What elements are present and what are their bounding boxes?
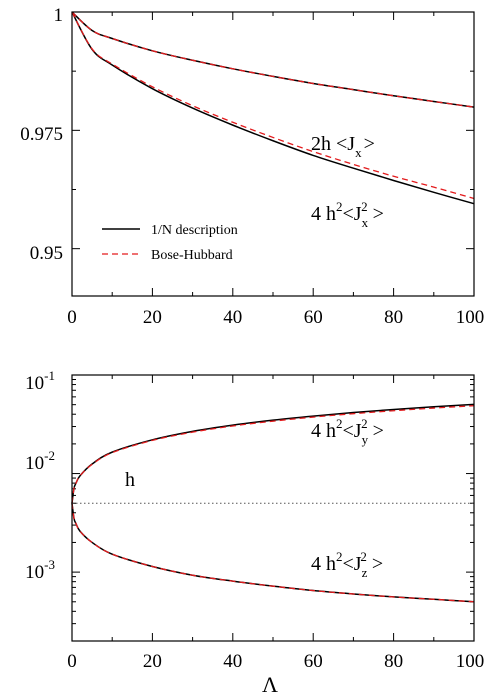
annotation-2h-jx: 2h <Jx > [311, 133, 375, 160]
bottom-axes-ticks [71, 374, 475, 642]
series-line-1-n-description-4-h-2-jz-2 [71, 503, 475, 603]
x-axis-label: Λ [262, 672, 278, 695]
bottom-x-tick-label: 20 [143, 651, 162, 672]
series-line-bose-hubbard-4-h-2-jy-2 [71, 405, 475, 504]
series-line-1-n-description-2h-jx [71, 11, 475, 108]
annotation-4h2-jy2: 4 h2<Jy2 > [311, 416, 384, 447]
top-x-tick-label: 20 [143, 307, 162, 328]
top-x-tick-label: 80 [384, 307, 403, 328]
annotation-h: h [125, 469, 135, 491]
bottom-x-tick-label: 100 [456, 651, 485, 672]
legend-label-bose-hubbard: Bose-Hubbard [151, 248, 233, 263]
series-line-bose-hubbard-4-h-2-jx-2 [71, 11, 475, 200]
annotation-4h2-jz2: 4 h2<Jz2 > [311, 549, 383, 580]
top-y-tick-label: 0.975 [20, 124, 63, 145]
series-line-bose-hubbard-2h-jx [71, 11, 475, 108]
bottom-plot-frame [71, 374, 475, 642]
top-y-tick-label: 1 [54, 5, 64, 26]
top-curves [71, 11, 475, 205]
bottom-x-tick-label: 80 [384, 651, 403, 672]
bottom-panel: 10-1 10-2 10-3 0 20 40 60 80 100 Λ 4 h2<… [25, 368, 484, 695]
legend: 1/N description Bose-Hubbard [102, 223, 238, 263]
bottom-y-tick-label: 10-3 [25, 557, 55, 583]
bottom-curves [71, 403, 475, 603]
bottom-x-tick-label: 40 [223, 651, 242, 672]
bottom-y-tick-label: 10-2 [25, 448, 55, 474]
bottom-x-tick-label: 60 [304, 651, 323, 672]
top-y-tick-label: 0.95 [30, 243, 63, 264]
annotation-4h2-jx2: 4 h2<Jx2 > [311, 199, 384, 230]
top-x-tick-label: 60 [304, 307, 323, 328]
top-x-tick-label: 0 [67, 307, 77, 328]
top-x-tick-label: 40 [223, 307, 242, 328]
top-panel: 1 0.975 0.95 0 20 40 60 80 100 2h <Jx > 4… [20, 5, 484, 328]
top-plot-frame [71, 11, 475, 297]
bottom-x-tick-label: 0 [67, 651, 77, 672]
series-line-bose-hubbard-4-h-2-jz-2 [71, 503, 475, 603]
legend-label-1n: 1/N description [151, 223, 238, 238]
series-line-1-n-description-4-h-2-jx-2 [71, 11, 475, 205]
bottom-y-tick-label: 10-1 [25, 368, 55, 394]
top-x-tick-label: 100 [456, 307, 485, 328]
